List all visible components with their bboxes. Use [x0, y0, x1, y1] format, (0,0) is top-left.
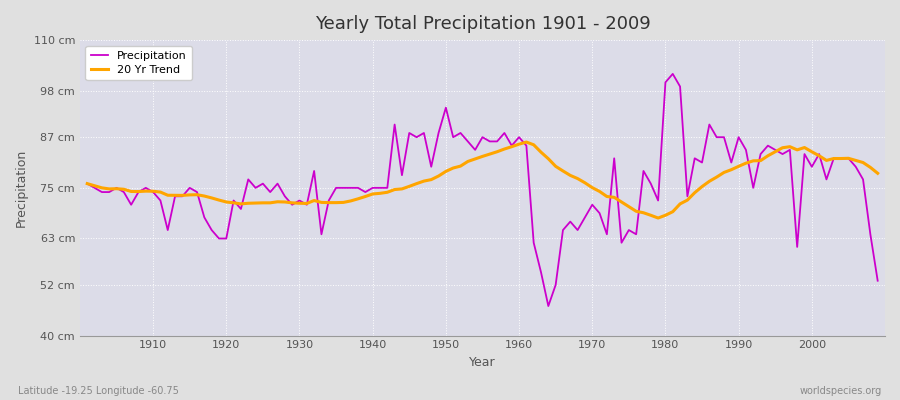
20 Yr Trend	[608, 195, 619, 200]
Y-axis label: Precipitation: Precipitation	[15, 149, 28, 227]
Precipitation	[507, 143, 517, 148]
Precipitation	[346, 186, 356, 190]
20 Yr Trend	[82, 181, 93, 186]
Line: Precipitation: Precipitation	[87, 74, 878, 306]
20 Yr Trend	[872, 171, 883, 176]
Precipitation	[82, 181, 93, 186]
20 Yr Trend	[652, 216, 663, 220]
Text: Latitude -19.25 Longitude -60.75: Latitude -19.25 Longitude -60.75	[18, 386, 179, 396]
Precipitation	[668, 72, 679, 76]
20 Yr Trend	[514, 142, 525, 146]
20 Yr Trend	[507, 144, 517, 149]
Precipitation	[514, 135, 525, 140]
X-axis label: Year: Year	[469, 356, 496, 369]
Line: 20 Yr Trend: 20 Yr Trend	[87, 142, 878, 218]
20 Yr Trend	[140, 189, 151, 194]
Title: Yearly Total Precipitation 1901 - 2009: Yearly Total Precipitation 1901 - 2009	[315, 15, 651, 33]
Precipitation	[872, 278, 883, 283]
20 Yr Trend	[521, 140, 532, 144]
20 Yr Trend	[302, 201, 312, 206]
Precipitation	[140, 186, 151, 190]
Precipitation	[302, 202, 312, 207]
Legend: Precipitation, 20 Yr Trend: Precipitation, 20 Yr Trend	[86, 46, 192, 80]
Text: worldspecies.org: worldspecies.org	[800, 386, 882, 396]
20 Yr Trend	[346, 198, 356, 203]
Precipitation	[543, 304, 553, 308]
Precipitation	[608, 156, 619, 161]
